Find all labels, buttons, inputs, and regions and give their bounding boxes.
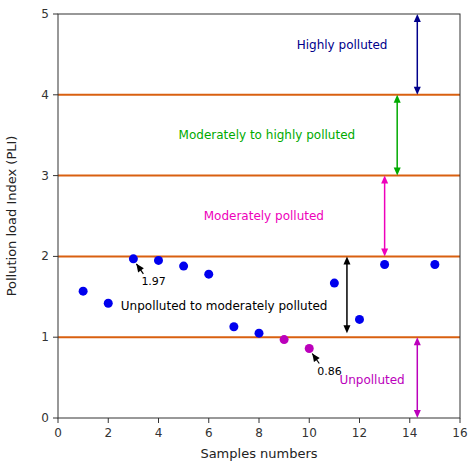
x-tick-label: 12 [352,426,367,440]
zone-label: Highly polluted [297,38,388,52]
chart: 0246810121416012345Samples numbersPollut… [0,0,474,470]
y-tick [53,337,58,338]
y-axis-label: Pollution load Index (PLI) [4,136,19,297]
annotation-arrow-head [136,264,143,273]
x-tick [460,418,461,423]
zone-arrow [346,262,348,327]
y-tick-label: 1 [41,330,49,344]
x-tick [158,418,159,423]
point [229,322,238,331]
x-tick [108,418,109,423]
arrow-head [343,256,350,264]
x-tick-label: 0 [54,426,62,440]
plot-area [58,95,460,353]
x-tick [208,418,209,423]
annotation-arrow [312,354,319,364]
arrow-head [414,410,421,418]
point [305,344,314,353]
x-tick-label: 16 [452,426,467,440]
y-tick [53,418,58,419]
plot-frame [58,14,460,418]
x-tick-label: 8 [255,426,263,440]
reference-line [58,94,460,96]
point [79,287,88,296]
zone-arrow [384,182,386,251]
reference-line [58,255,460,257]
x-tick-label: 10 [302,426,317,440]
y-tick [53,94,58,95]
point [380,260,389,269]
y-tick-label: 3 [41,169,49,183]
annotation-arrow-head [312,354,319,363]
x-tick [259,418,260,423]
zone-label: Moderately polluted [204,209,324,223]
y-tick-label: 5 [41,7,49,21]
point [204,270,213,279]
arrow-head [381,176,388,184]
arrow-head [414,14,421,22]
zone-arrows [343,14,420,418]
x-axis-label: Samples numbers [200,446,317,461]
zone-label: Unpolluted to moderately polluted [121,299,328,313]
zone-label: Moderately to highly polluted [179,128,356,142]
x-tick [58,418,59,423]
zone-label: Unpolluted [339,373,404,387]
x-tick-label: 2 [104,426,112,440]
annotation: 1.97 [141,275,166,288]
arrow-head [414,337,421,345]
arrow-head [414,87,421,95]
zone-arrow [417,20,419,89]
point [355,315,364,324]
point [280,335,289,344]
y-tick [53,256,58,257]
point [104,299,113,308]
annotation: 0.86 [317,365,342,378]
x-tick [359,418,360,423]
x-tick-label: 4 [155,426,163,440]
x-tick-label: 6 [205,426,213,440]
y-tick [53,175,58,176]
y-tick [53,14,58,15]
annotation-arrow [136,264,143,274]
reference-line [58,175,460,177]
y-tick-label: 4 [41,88,49,102]
point [255,329,264,338]
x-tick [409,418,410,423]
arrow-head [394,168,401,176]
point [154,256,163,265]
point [129,254,138,263]
arrow-head [381,248,388,256]
y-tick-label: 2 [41,249,49,263]
y-tick-label: 0 [41,411,49,425]
zone-arrow [417,343,419,412]
arrow-head [394,95,401,103]
zone-arrow [396,101,398,170]
x-tick [309,418,310,423]
point [430,260,439,269]
arrow-head [343,325,350,333]
point [179,262,188,271]
x-tick-label: 14 [402,426,417,440]
point [330,279,339,288]
